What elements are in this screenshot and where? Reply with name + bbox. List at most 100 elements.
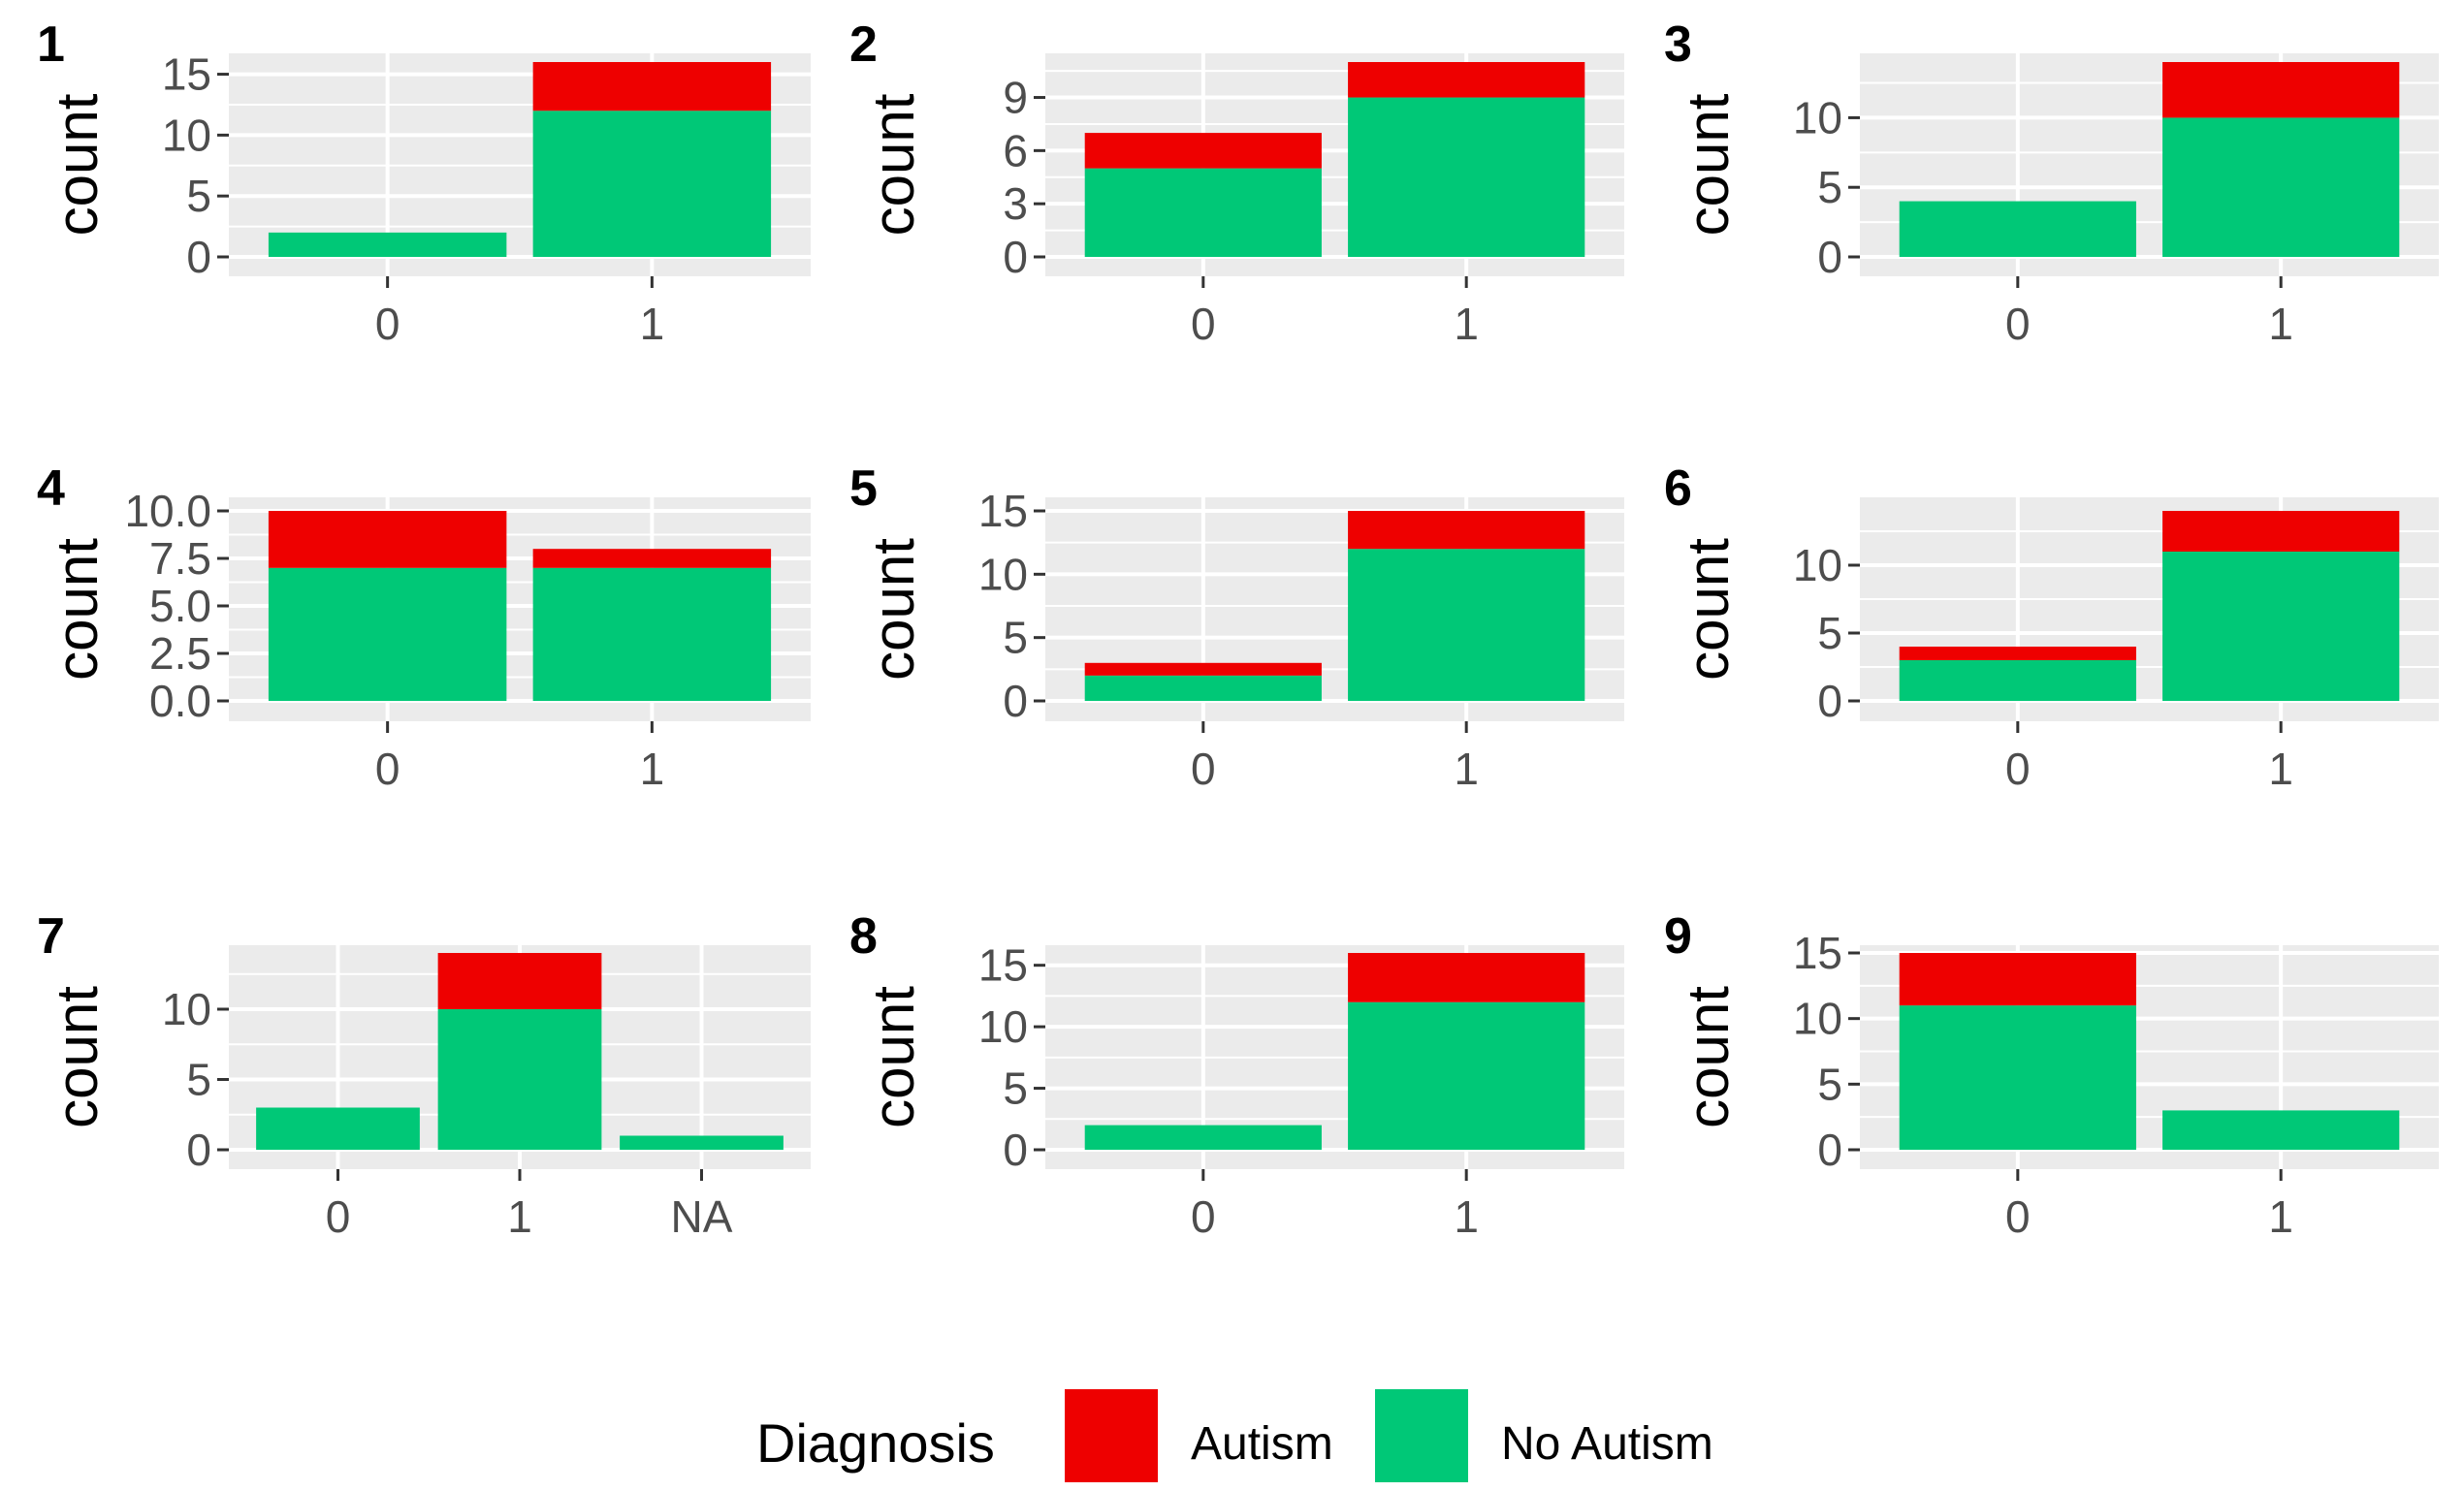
y-tick-label: 0 (1817, 1125, 1842, 1175)
bar-no-autism-0 (1084, 168, 1322, 257)
bar-no-autism-0 (268, 567, 507, 701)
y-tick-label: 5.0 (149, 581, 211, 631)
bar-no-autism-0 (1084, 675, 1322, 701)
y-axis-title: count (861, 93, 926, 236)
y-tick-label: 3 (1003, 178, 1028, 229)
legend-label-no-autism: No Autism (1501, 1418, 1713, 1470)
bar-no-autism-1 (1348, 97, 1585, 257)
bar-autism-0 (1084, 662, 1322, 676)
bar-no-autism-1 (437, 1009, 602, 1150)
x-tick-label: 1 (1454, 744, 1479, 794)
x-tick-label: 1 (2268, 299, 2293, 349)
bar-no-autism-1 (532, 111, 772, 257)
y-tick-label: 0 (1003, 1125, 1028, 1175)
y-axis-title: count (45, 538, 110, 681)
y-axis-title: count (45, 93, 110, 236)
bar-no-autism-1 (2162, 552, 2400, 701)
panel-label: 7 (37, 908, 65, 965)
x-tick-label: 1 (640, 744, 665, 794)
y-tick-label: 0 (1003, 676, 1028, 726)
x-tick-label: 0 (2005, 1191, 2031, 1242)
bar-no-autism-0 (1899, 201, 2136, 257)
y-tick-label: 15 (1793, 928, 1842, 978)
x-tick-label: 0 (326, 1191, 351, 1242)
bar-autism-1 (532, 62, 772, 111)
y-tick-label: 15 (978, 940, 1028, 991)
y-tick-label: 5 (1817, 1059, 1842, 1109)
y-tick-label: 6 (1003, 125, 1028, 175)
panel-label: 2 (849, 16, 878, 73)
bar-autism-1 (1348, 953, 1585, 1002)
y-tick-label: 0 (1817, 676, 1842, 726)
panel-label: 3 (1664, 16, 1692, 73)
panel-label: 5 (849, 460, 878, 517)
panel-label: 4 (37, 460, 65, 517)
y-tick-label: 2.5 (149, 628, 211, 679)
y-tick-label: 5 (1817, 162, 1842, 212)
y-tick-label: 0 (186, 1125, 211, 1175)
legend-swatch-autism (1065, 1389, 1158, 1482)
y-axis-title: count (1676, 986, 1741, 1128)
y-tick-label: 0 (1817, 232, 1842, 282)
y-tick-label: 5 (1817, 608, 1842, 658)
x-tick-label: 1 (1454, 299, 1479, 349)
panel-5: 0 5 10 15 0 1 count 5 (849, 460, 1624, 794)
bar-no-autism-1 (2162, 117, 2400, 257)
panel-label: 9 (1664, 908, 1692, 965)
y-tick-label: 10.0 (124, 486, 211, 536)
bar-no-autism-1 (1348, 549, 1585, 701)
y-tick-label: 15 (978, 486, 1028, 536)
y-tick-label: 0 (186, 232, 211, 282)
x-tick-label: 1 (640, 299, 665, 349)
y-tick-label: 10 (1793, 92, 1842, 143)
bar-autism-0 (1899, 647, 2136, 660)
x-tick-label: NA (671, 1191, 733, 1242)
bar-no-autism-0 (256, 1107, 420, 1150)
bar-autism-1 (437, 953, 602, 1009)
y-tick-label: 10 (162, 984, 211, 1034)
x-tick-label: 0 (375, 299, 400, 349)
y-axis-title: count (45, 986, 110, 1128)
legend: Diagnosis Autism No Autism (756, 1389, 1713, 1482)
y-tick-label: 5 (186, 171, 211, 221)
panel-label: 6 (1664, 460, 1692, 517)
y-tick-label: 10 (978, 549, 1028, 599)
bar-no-autism-0 (1084, 1125, 1322, 1150)
bar-no-autism-1 (2162, 1110, 2400, 1150)
bar-no-autism-0 (1899, 1005, 2136, 1150)
bar-autism-1 (1348, 511, 1585, 550)
y-axis-title: count (861, 986, 926, 1128)
x-tick-label: 1 (2268, 1191, 2293, 1242)
y-tick-label: 0 (1003, 232, 1028, 282)
y-tick-label: 5 (1003, 1063, 1028, 1114)
x-tick-label: 0 (1191, 744, 1216, 794)
y-tick-label: 5 (1003, 613, 1028, 663)
y-axis-title: count (861, 538, 926, 681)
x-tick-label: 0 (2005, 744, 2031, 794)
y-tick-label: 0.0 (149, 676, 211, 726)
x-tick-label: 1 (1454, 1191, 1479, 1242)
bar-no-autism-1 (1348, 1001, 1585, 1150)
x-tick-label: 1 (2268, 744, 2293, 794)
x-tick-label: 1 (507, 1191, 532, 1242)
x-tick-label: 0 (1191, 299, 1216, 349)
panel-7: 0 5 10 0 1 NA count 7 (37, 908, 811, 1242)
bar-no-autism-1 (532, 567, 772, 701)
panel-9: 0 5 10 15 0 1 count 9 (1664, 908, 2439, 1242)
y-tick-label: 5 (186, 1055, 211, 1105)
legend-swatch-no-autism (1375, 1389, 1468, 1482)
bar-autism-1 (2162, 511, 2400, 552)
panel-3: 0 5 10 0 1 count 3 (1664, 16, 2439, 349)
legend-label-autism: Autism (1191, 1418, 1333, 1470)
bar-autism-0 (1084, 133, 1322, 169)
y-axis-title: count (1676, 538, 1741, 681)
bar-autism-1 (1348, 62, 1585, 98)
panel-6: 0 5 10 0 1 count 6 (1664, 460, 2439, 794)
bar-no-autism-NA (620, 1135, 784, 1150)
bar-no-autism-0 (268, 232, 507, 257)
bar-no-autism-0 (1899, 660, 2136, 701)
y-axis-title: count (1676, 93, 1741, 236)
